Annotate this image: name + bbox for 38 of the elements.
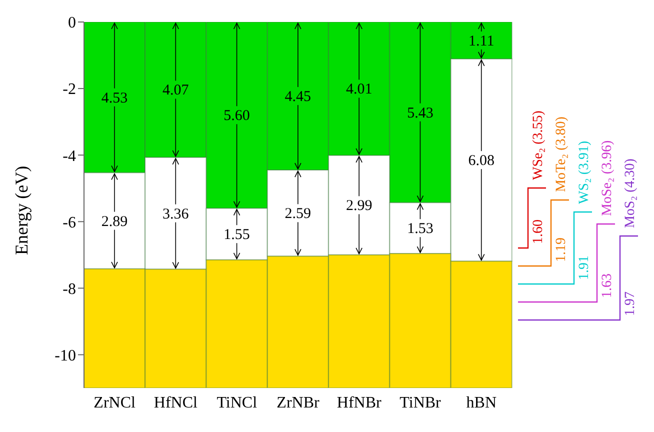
data-label: 2.99: [346, 198, 372, 214]
x-tick-label: HfNBr: [336, 394, 382, 412]
x-tick-label: TiNBr: [400, 394, 442, 412]
x-tick-label: ZrNCl: [94, 394, 136, 412]
text: MoS₂ (4.30): [623, 158, 638, 228]
data-label: 3.36: [162, 206, 190, 222]
x-tick-label: HfNCl: [154, 394, 198, 412]
text: 1.19: [554, 238, 569, 262]
text: MoTe₂ (3.80): [554, 116, 569, 192]
text: 1.63: [600, 274, 615, 298]
y-tick-label: -6: [62, 214, 76, 232]
text: 1.97: [623, 292, 638, 316]
data-label: 4.53: [101, 90, 128, 106]
y-tick-label: -10: [54, 347, 76, 364]
text: 1.60: [531, 220, 546, 244]
text: WS₂ (3.91): [577, 140, 592, 204]
data-label: 4.45: [284, 89, 312, 106]
data-label: 2.59: [284, 206, 312, 222]
y-tick-label: -4: [62, 148, 76, 165]
data-label: 4.07: [162, 82, 190, 99]
text: MoSe₂ (3.96): [600, 140, 615, 216]
data-label: 5.43: [407, 105, 434, 122]
x-tick-label: TiNCl: [216, 394, 258, 412]
data-label: 5.60: [224, 108, 250, 124]
data-label: 1.11: [468, 33, 494, 50]
y-tick-label: -8: [62, 280, 76, 298]
data-label: 6.08: [468, 153, 494, 170]
data-label: 1.55: [224, 227, 250, 244]
data-label: 2.89: [101, 214, 128, 230]
x-tick-label: ZrNBr: [276, 394, 320, 412]
text: 1.91: [577, 256, 592, 280]
y-axis-title: Energy (eV): [11, 166, 32, 255]
y-tick-label: 0: [68, 14, 76, 32]
data-label: 4.01: [346, 82, 372, 98]
data-label: 1.53: [407, 221, 434, 238]
x-tick-label: hBN: [466, 394, 497, 412]
text: WSe₂ (3.55): [531, 110, 546, 180]
y-tick-label: -2: [62, 81, 76, 98]
